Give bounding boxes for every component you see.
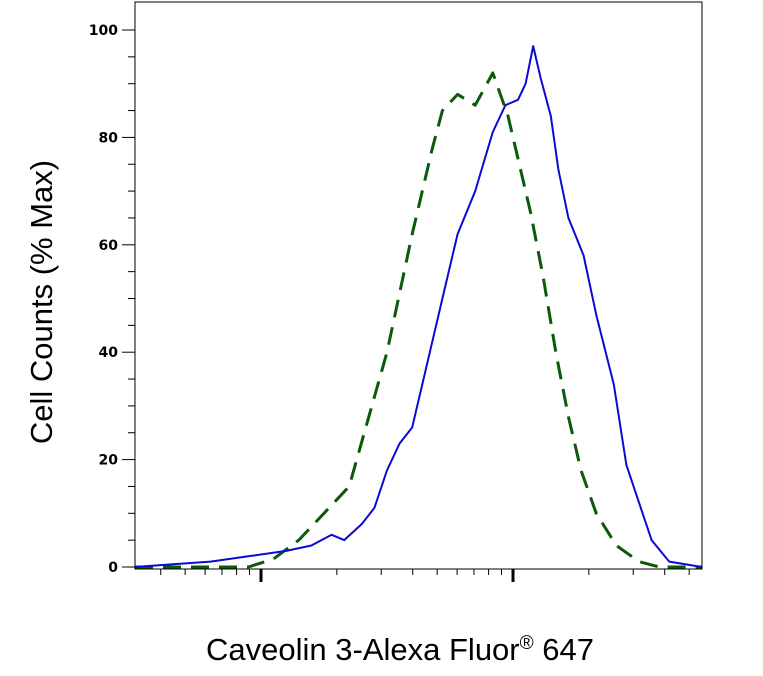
y-tick-label: 60 — [99, 238, 119, 254]
plot-frame — [134, 1, 703, 570]
x-axis-title: Caveolin 3-Alexa Fluor® 647 — [206, 632, 594, 667]
x-axis-title-registered-mark: ® — [520, 633, 534, 654]
series-dashed-line — [135, 71, 702, 569]
x-axis-title-tail: 647 — [534, 632, 594, 667]
x-axis-title-main: Caveolin 3-Alexa Fluor — [206, 632, 520, 667]
y-tick-label: 0 — [108, 560, 118, 576]
series-solid-line — [134, 45, 703, 568]
y-tick-label: 20 — [99, 453, 119, 469]
y-axis-title: Cell Counts (% Max) — [24, 160, 59, 444]
y-tick-label: 80 — [99, 130, 119, 146]
y-tick-label: 40 — [99, 345, 119, 361]
y-tick-label: 100 — [89, 23, 118, 39]
